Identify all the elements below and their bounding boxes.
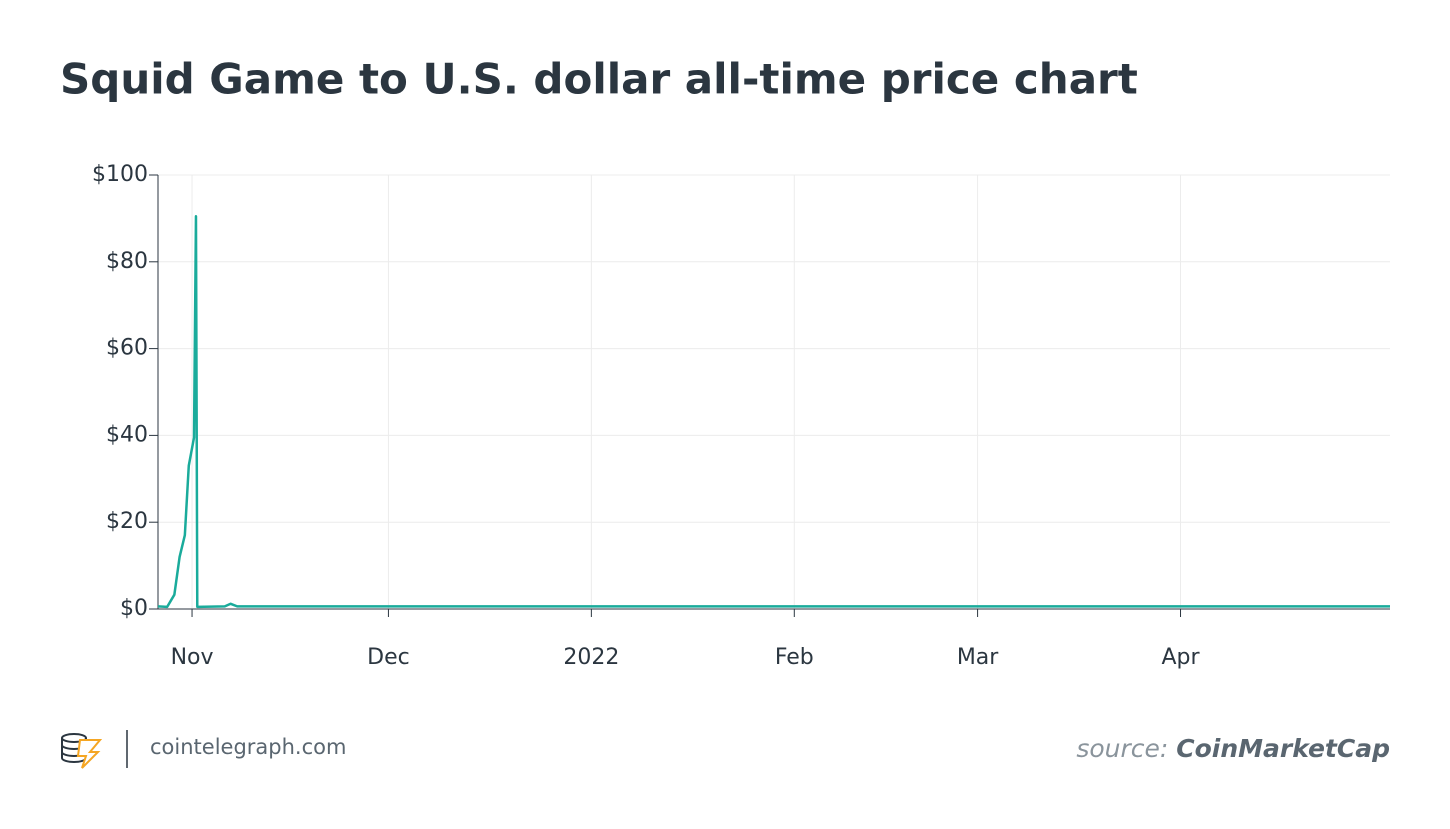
logo — [61, 733, 103, 769]
x-tick-label: Apr — [1161, 645, 1200, 670]
y-tick-label: $100 — [92, 162, 148, 187]
y-tick-label: $20 — [106, 509, 148, 534]
x-tick-label: Mar — [957, 645, 999, 670]
price-line — [157, 214, 1390, 609]
y-tick-label: $60 — [106, 336, 148, 361]
y-tick-label: $0 — [120, 596, 148, 621]
site-name: cointelegraph.com — [150, 735, 346, 759]
source: source: CoinMarketCap — [1076, 734, 1390, 763]
y-tick-label: $40 — [106, 422, 148, 447]
y-tick-label: $80 — [106, 249, 148, 274]
x-tick-label: Nov — [171, 645, 214, 670]
x-tick-label: Feb — [775, 645, 814, 670]
source-label: source: — [1076, 734, 1168, 763]
x-tick-label: 2022 — [563, 645, 619, 670]
x-tick-label: Dec — [367, 645, 410, 670]
source-name: CoinMarketCap — [1176, 734, 1390, 763]
chart-title: Squid Game to U.S. dollar all-time price… — [60, 55, 1138, 104]
